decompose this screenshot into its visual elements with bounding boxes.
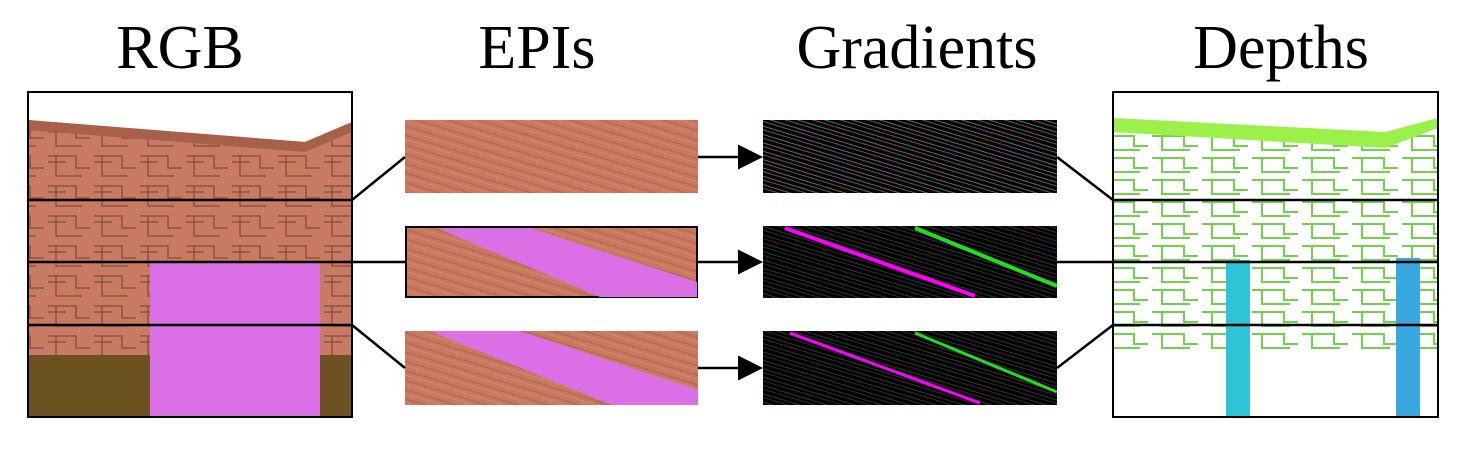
epi-images: [405, 120, 698, 405]
rgb-image: [27, 91, 353, 418]
headers: RGB EPIs Gradients Depths: [116, 14, 1369, 82]
header-depths: Depths: [1193, 14, 1369, 82]
header-gradients: Gradients: [796, 14, 1037, 82]
gradient-images: [763, 120, 1058, 405]
depth-image: [1112, 91, 1439, 418]
connectors: [28, 144, 1438, 381]
header-epis: EPIs: [478, 14, 595, 82]
header-rgb: RGB: [116, 14, 243, 82]
